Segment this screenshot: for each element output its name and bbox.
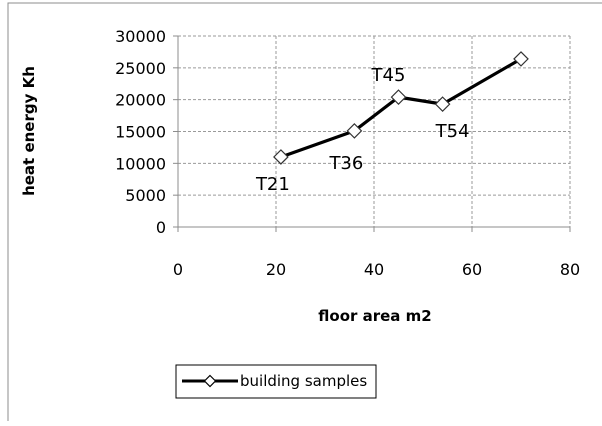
x-tick-label: 80 xyxy=(560,260,580,279)
data-point-marker xyxy=(346,123,363,139)
y-tick-label: 0 xyxy=(156,218,166,237)
data-point-label: T21 xyxy=(255,174,290,195)
x-tick-label: 20 xyxy=(266,260,286,279)
axes xyxy=(173,35,571,232)
x-tick-labels: 0 20 40 60 80 xyxy=(173,260,580,279)
y-tick-label: 25000 xyxy=(115,59,166,78)
legend-marker-sample xyxy=(203,374,217,388)
data-point-marker xyxy=(273,149,289,165)
grid xyxy=(178,35,571,227)
chart-frame xyxy=(7,2,602,421)
point-labels: T21T36T45T54T70 xyxy=(255,65,470,195)
x-axis-title: floor area m2 xyxy=(318,307,431,325)
x-tick-label: 40 xyxy=(364,260,384,279)
y-tick-label: 15000 xyxy=(115,123,166,142)
y-tick-labels: 0 5000 10000 15000 20000 25000 30000 xyxy=(115,27,166,237)
data-point-marker xyxy=(434,96,451,112)
y-tick-label: 5000 xyxy=(125,186,166,205)
data-point-label: T36 xyxy=(328,153,363,174)
series-markers xyxy=(273,51,529,165)
data-point-marker xyxy=(513,51,529,67)
data-point-marker xyxy=(390,89,407,105)
y-tick-label: 10000 xyxy=(115,154,166,173)
legend-label: building samples xyxy=(240,372,367,390)
x-tick-label: 0 xyxy=(173,260,183,279)
data-point-label: T45 xyxy=(371,65,406,86)
y-axis-title: heat energy Kh xyxy=(20,66,38,196)
data-point-label: T54 xyxy=(435,121,470,142)
x-tick-label: 60 xyxy=(462,260,482,279)
legend: building samples xyxy=(175,364,377,399)
y-tick-label: 20000 xyxy=(115,91,166,110)
y-tick-label: 30000 xyxy=(115,27,166,46)
